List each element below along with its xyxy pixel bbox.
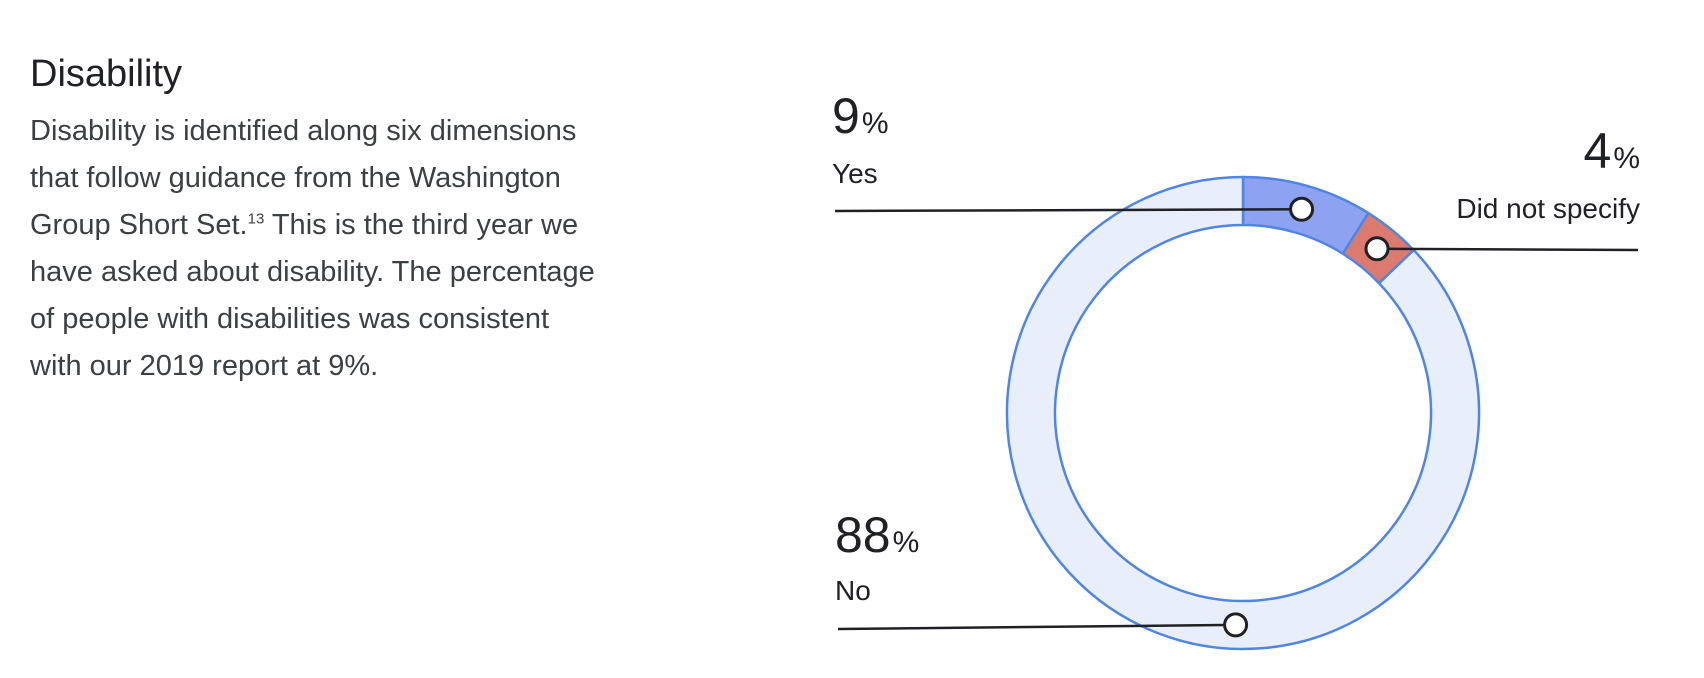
data-label-did-not-specify: 4% <box>1584 123 1641 179</box>
body-text-part-1: Disability is identified along six dimen… <box>30 114 577 241</box>
data-label-value: 9 <box>832 88 860 144</box>
marker-did-not-specify <box>1364 236 1390 262</box>
data-label-value: 88 <box>835 507 891 563</box>
data-label-no: 88% <box>835 507 919 563</box>
marker-yes <box>1289 196 1315 222</box>
body-text-part-2: This is the third year we have asked abo… <box>30 208 595 382</box>
data-label-unit: % <box>893 526 920 559</box>
data-label-value: 4 <box>1584 123 1612 179</box>
section-body: Disability is identified along six dimen… <box>30 108 670 390</box>
marker-no <box>1223 612 1249 638</box>
slice-no <box>1005 175 1481 651</box>
data-label-unit: % <box>1613 142 1640 175</box>
leader-line-no <box>837 623 1236 631</box>
footnote-ref: 13 <box>247 209 265 227</box>
data-label-yes: 9% <box>832 88 889 144</box>
section-title: Disability <box>30 53 183 95</box>
leader-line-did-not-specify <box>1377 247 1639 252</box>
text-column: Disability Disability is identified alon… <box>30 52 670 390</box>
category-label-no: No <box>835 575 871 606</box>
data-label-unit: % <box>862 107 889 140</box>
leader-line-yes <box>834 208 1302 213</box>
category-label-yes: Yes <box>832 158 878 189</box>
category-label-did-not-specify: Did not specify <box>1456 193 1640 224</box>
